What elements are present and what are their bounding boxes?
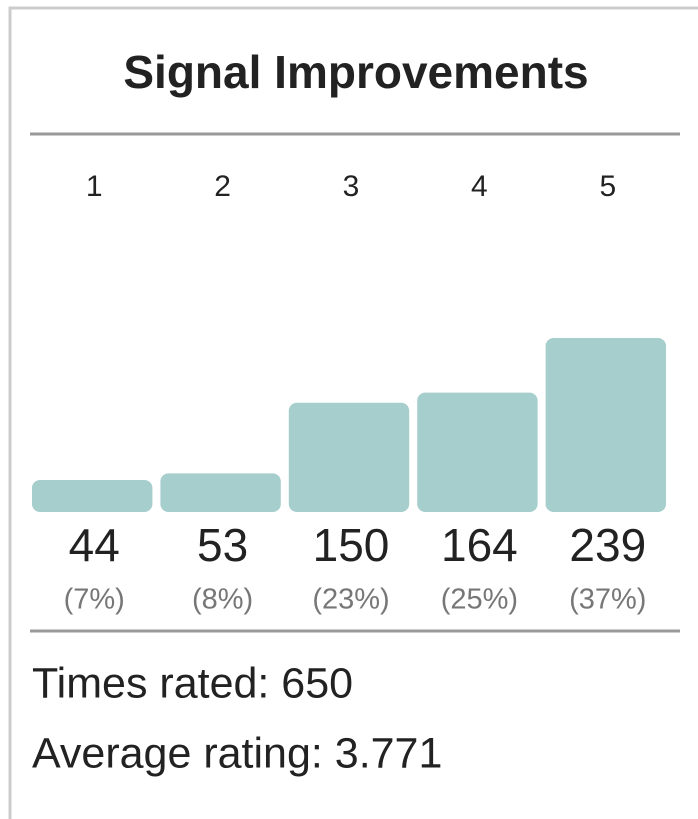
bar: [417, 392, 538, 512]
bar: [160, 473, 281, 512]
percent-label: (37%): [569, 584, 646, 616]
times-rated: Times rated: 650: [32, 659, 353, 707]
percent-label: (23%): [312, 584, 389, 616]
rating-label: 2: [214, 170, 231, 203]
percent-label: (7%): [64, 584, 125, 616]
percent-label: (25%): [441, 584, 518, 616]
count-label: 239: [569, 519, 646, 571]
percent-label: (8%): [192, 584, 253, 616]
count-label: 164: [441, 519, 518, 571]
average-rating: Average rating: 3.771: [32, 729, 442, 777]
bar: [288, 402, 410, 512]
rating-label: 5: [599, 170, 616, 203]
rating-label: 4: [471, 170, 488, 203]
count-label: 150: [313, 519, 390, 571]
bar: [545, 338, 666, 512]
rating-label: 1: [86, 170, 103, 203]
rating-label: 3: [343, 170, 360, 203]
bar: [32, 479, 153, 512]
count-label: 53: [197, 519, 248, 571]
widget-border: [8, 6, 698, 819]
count-label: 44: [69, 519, 120, 571]
widget-title: Signal Improvements: [123, 46, 588, 98]
